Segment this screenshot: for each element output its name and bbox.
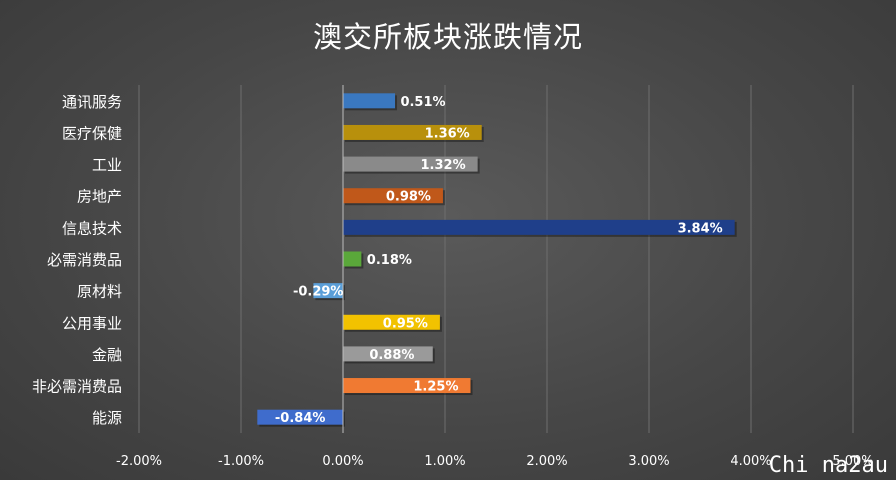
bar <box>343 219 735 235</box>
category-label: 公用事业 <box>62 314 122 332</box>
bar <box>343 346 433 362</box>
data-label: 1.32% <box>421 158 466 173</box>
x-tick-label: 4.00% <box>730 454 771 469</box>
data-label: -0.29% <box>293 285 344 300</box>
x-tick-label: -2.00% <box>116 454 162 469</box>
category-label: 必需消费品 <box>47 251 122 269</box>
bar <box>343 314 440 330</box>
x-tick-label: 3.00% <box>628 454 669 469</box>
data-label: 0.51% <box>400 95 445 110</box>
category-label: 非必需消费品 <box>32 378 122 396</box>
data-label: 1.25% <box>413 380 458 395</box>
category-label: 金融 <box>92 346 122 364</box>
data-label: 1.36% <box>425 126 470 141</box>
chart-title: 澳交所板块涨跌情况 <box>312 20 583 54</box>
category-label: 通讯服务 <box>62 93 122 111</box>
x-tick-label: 5.00% <box>832 454 873 469</box>
category-label: 原材料 <box>77 283 122 301</box>
bar <box>343 93 396 109</box>
bar <box>343 188 443 204</box>
data-label: -0.84% <box>275 411 326 426</box>
category-label: 工业 <box>92 156 122 174</box>
data-label: 0.98% <box>386 190 431 205</box>
category-label: 房地产 <box>77 188 122 206</box>
bar <box>343 251 362 267</box>
bar <box>343 378 471 394</box>
data-label: 0.95% <box>383 316 428 331</box>
x-tick-label: -1.00% <box>218 454 264 469</box>
bar <box>343 124 482 140</box>
category-label: 医疗保健 <box>62 124 122 142</box>
bar <box>313 283 343 299</box>
watermark: Chi na2au <box>768 453 888 478</box>
category-label: 信息技术 <box>62 219 122 237</box>
bar <box>257 409 343 425</box>
x-tick-label: 2.00% <box>526 454 567 469</box>
data-label: 0.18% <box>367 253 412 268</box>
data-label: 0.88% <box>369 348 414 363</box>
data-label: 3.84% <box>678 221 723 236</box>
category-label: 能源 <box>92 409 122 427</box>
x-tick-label: 0.00% <box>322 454 363 469</box>
bar <box>343 156 478 172</box>
x-tick-label: 1.00% <box>424 454 465 469</box>
